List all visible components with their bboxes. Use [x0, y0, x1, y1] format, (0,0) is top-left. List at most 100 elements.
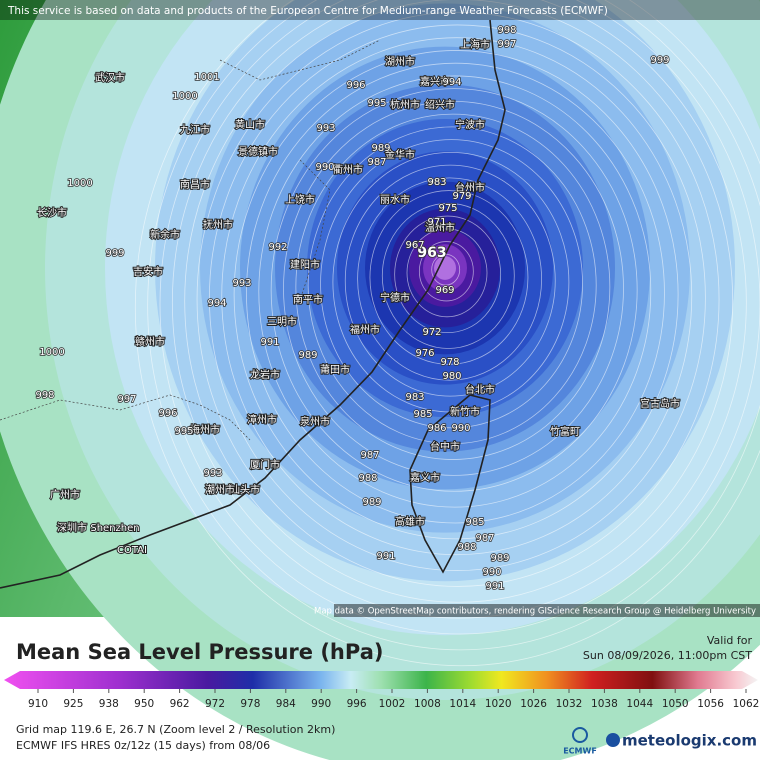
isobar-label: 996 [346, 80, 365, 91]
scale-tick-label: 938 [99, 698, 119, 710]
isobar [307, 126, 597, 445]
place-label: 建阳市 [290, 258, 320, 271]
place-label: 绍兴市 [425, 98, 455, 111]
place-label: 吉安市 [133, 265, 163, 278]
place-label: 宁波市 [455, 118, 485, 131]
isobar-label: 997 [117, 394, 136, 405]
place-label: 台州市 [455, 181, 485, 194]
isobar-label: 986 [427, 423, 446, 434]
place-label: 新余市 [150, 228, 180, 241]
isobar-label: 994 [207, 298, 226, 309]
place-label: 三明市 [267, 315, 297, 328]
scale-tick-label: 950 [134, 698, 154, 710]
place-label: 杭州市 [390, 98, 420, 111]
place-label: 衢州市 [333, 163, 363, 176]
valid-label: Valid for [707, 634, 753, 647]
isobar-label: 989 [371, 143, 390, 154]
isobar [357, 177, 543, 381]
isobar [394, 215, 502, 334]
place-label: 长沙市 [37, 206, 67, 219]
place-label: 抚州市 [203, 218, 233, 231]
site-name: meteologix.com [622, 732, 757, 750]
isobar-label: 999 [650, 55, 669, 66]
isobar [283, 100, 624, 476]
place-label: 莆田市 [320, 363, 350, 376]
isobar [159, 0, 760, 635]
coastline [0, 19, 506, 589]
place-label: 潮州市 [205, 483, 235, 496]
isobar-label: 1001 [194, 72, 219, 83]
place-label: 厦门市 [250, 458, 280, 471]
place-label: 台北市 [465, 383, 495, 396]
place-label: 南昌市 [180, 178, 210, 191]
place-label: 台中市 [430, 440, 460, 453]
isobar-label: 998 [497, 25, 516, 36]
isobar-label: 989 [362, 497, 381, 508]
place-label: 福州市 [350, 323, 380, 336]
isobar-label: 989 [490, 553, 509, 564]
isobar-label: 995 [367, 98, 386, 109]
isobar [369, 190, 529, 365]
scale-ticks: 910 925 938 950 962 972 978 984 990 996 1002 1008 10… [28, 689, 759, 710]
place-label: COTAI [117, 545, 147, 556]
isobar-label: 975 [438, 203, 457, 214]
isobar-label: 998 [35, 390, 54, 401]
isobar [147, 0, 760, 651]
taiwan-coast [409, 394, 491, 574]
isobar [246, 62, 665, 524]
scale-tick-label: 1038 [591, 698, 618, 710]
color-scale [4, 671, 758, 689]
isobar-label: 985 [465, 517, 484, 528]
place-label: Shenzhen [90, 523, 139, 534]
scale-tick-label: 1020 [485, 698, 512, 710]
isobar-label: 999 [105, 248, 124, 259]
place-label: 九江市 [180, 123, 210, 136]
attribution: This service is based on data and produc… [7, 5, 608, 17]
isobar-label: 1000 [172, 91, 197, 102]
map-credit: Map data © OpenStreetMap contributors, r… [314, 607, 756, 617]
isobar-label: 988 [358, 473, 377, 484]
ecmwf-text: ECMWF [563, 747, 597, 756]
site-logo [606, 733, 620, 747]
scale-tick-label: 1014 [449, 698, 476, 710]
isobar-label: 991 [260, 337, 279, 348]
isobar [381, 202, 515, 349]
isobar-label: 997 [497, 39, 516, 50]
place-label: 丽水市 [380, 193, 410, 206]
place-label: 上海市 [460, 38, 490, 51]
isobar-label: 980 [442, 371, 461, 382]
place-label: 高雄市 [395, 515, 425, 528]
place-label: 泉州市 [300, 415, 330, 428]
isobar [295, 113, 611, 460]
isobar-label: 967 [405, 240, 424, 251]
isobar-label: 991 [376, 551, 395, 562]
scale-tick-label: 1056 [697, 698, 724, 710]
place-label: 宫古岛市 [640, 397, 680, 410]
header-band [0, 0, 760, 20]
isobar [344, 164, 556, 397]
valid-time: Sun 08/09/2026, 11:00pm CST [583, 649, 752, 662]
isobar-label: 983 [427, 177, 446, 188]
scale-tick-label: 1044 [626, 698, 653, 710]
isobar-label: 995 [174, 426, 193, 437]
isobar [208, 24, 706, 571]
place-label: 温州市 [425, 221, 455, 234]
scale-tick-label: 1062 [733, 698, 760, 710]
isobar [172, 0, 747, 619]
isobar-label: 979 [452, 191, 471, 202]
isobar-label: 987 [475, 533, 494, 544]
isobar-label: 991 [485, 581, 504, 592]
place-label: 广州市 [50, 488, 80, 501]
isobar-label: 976 [415, 348, 434, 359]
isobar [196, 11, 720, 587]
scale-tick-label: 925 [63, 698, 83, 710]
place-label: 新竹市 [450, 405, 480, 418]
isobar-label: 990 [315, 162, 334, 173]
place-label: 南平市 [293, 293, 323, 306]
place-label: 武汉市 [95, 71, 125, 84]
place-label: 景德镇市 [238, 145, 278, 158]
pressure-band [434, 256, 456, 280]
isobar-label: 1000 [67, 178, 92, 189]
